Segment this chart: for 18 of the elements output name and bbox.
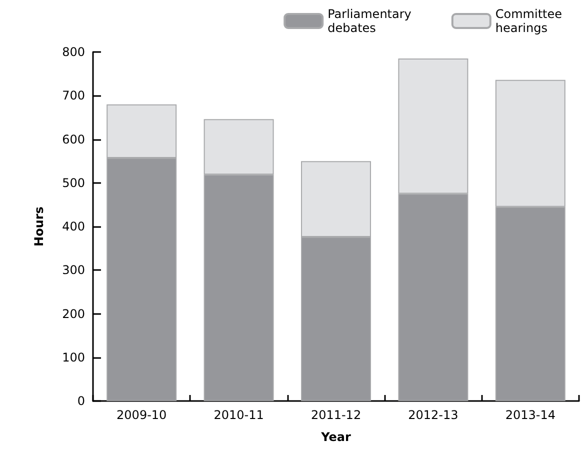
legend-label: Parliamentary debates bbox=[328, 7, 412, 35]
y-tick-label: 400 bbox=[62, 220, 85, 234]
y-tick-label: 700 bbox=[62, 88, 85, 103]
x-tick-label: 2012-13 bbox=[408, 408, 458, 422]
x-tick-label: 2011-12 bbox=[310, 408, 362, 422]
y-tick-label: 100 bbox=[62, 350, 85, 364]
y-tick-label: 300 bbox=[62, 263, 85, 278]
y-tick-label: 800 bbox=[62, 45, 85, 59]
x-tick-label: 2010-11 bbox=[214, 408, 264, 422]
y-axis-title: Hours bbox=[32, 206, 46, 246]
y-tick-label: 500 bbox=[62, 176, 85, 190]
y-tick-label: 200 bbox=[62, 306, 85, 321]
legend-label: Committee hearings bbox=[495, 7, 562, 35]
x-tick-label: 2013-14 bbox=[505, 408, 556, 422]
x-axis-title: Year bbox=[320, 430, 351, 444]
y-tick-label: 600 bbox=[62, 132, 85, 146]
y-tick-label: 0 bbox=[77, 394, 85, 408]
x-tick-label: 2009-10 bbox=[116, 408, 167, 422]
